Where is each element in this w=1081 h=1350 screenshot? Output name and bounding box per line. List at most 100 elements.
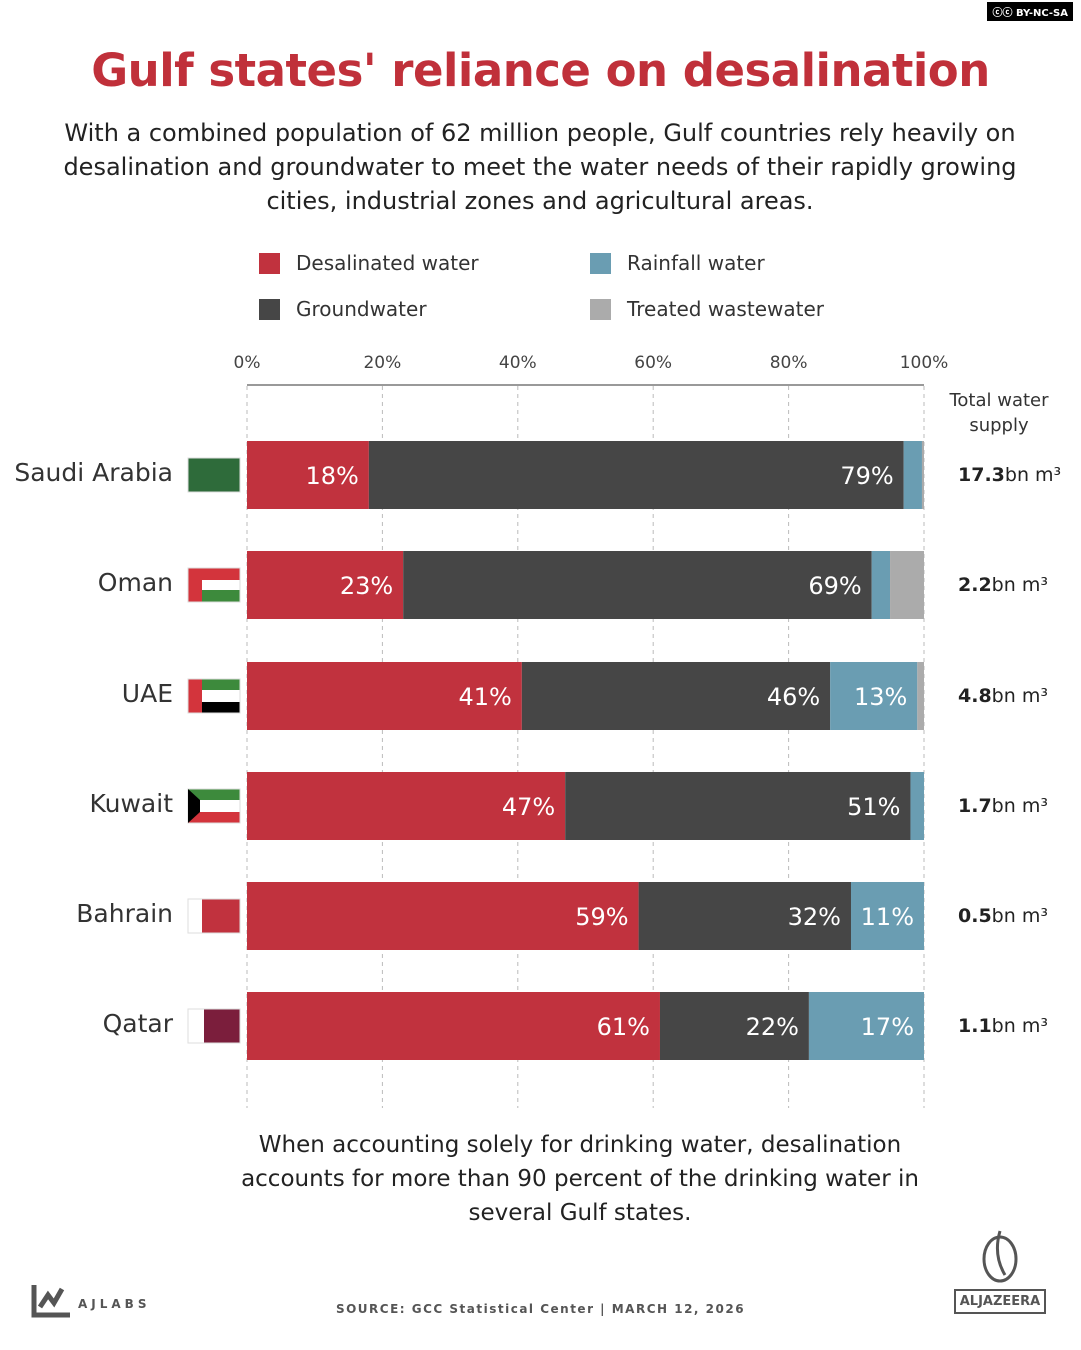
total-unit: bn m³ bbox=[991, 574, 1048, 596]
total-supply: 2.2bn m³ bbox=[958, 574, 1048, 596]
total-supply: 4.8bn m³ bbox=[958, 685, 1048, 707]
flag-icon bbox=[188, 458, 240, 492]
data-label: 47% bbox=[502, 793, 555, 821]
flag-icon bbox=[188, 702, 240, 713]
data-label: 79% bbox=[840, 462, 893, 490]
bar-segment-desalinated-water bbox=[247, 662, 522, 730]
x-tick-label: 20% bbox=[363, 353, 402, 373]
bar-segment-treated-wastewater bbox=[921, 441, 924, 509]
total-value: 1.7 bbox=[958, 795, 992, 817]
total-value: 1.1 bbox=[958, 1015, 992, 1037]
aljazeera-emblem-icon bbox=[982, 1230, 1018, 1283]
x-tick-label: 0% bbox=[233, 353, 261, 373]
data-label: 22% bbox=[746, 1013, 799, 1041]
bar-segment-desalinated-water bbox=[247, 772, 566, 840]
chart-subtitle: With a combined population of 62 million… bbox=[63, 119, 1017, 215]
country-label: Bahrain bbox=[76, 899, 173, 928]
data-label: 51% bbox=[847, 793, 900, 821]
flag-border bbox=[187, 1008, 241, 1044]
bar-segment-groundwater bbox=[403, 551, 872, 619]
total-header: Total water supply bbox=[949, 390, 1049, 436]
legend-desalinated: Desalinated water bbox=[259, 251, 479, 275]
data-label: 59% bbox=[575, 903, 628, 931]
flag-border bbox=[187, 457, 241, 493]
total-unit: bn m³ bbox=[991, 685, 1048, 707]
total-supply: 0.5bn m³ bbox=[958, 905, 1048, 927]
bar-segment-desalinated-water bbox=[247, 441, 369, 509]
flag-icon bbox=[188, 679, 240, 690]
total-value: 4.8 bbox=[958, 685, 992, 707]
bar-segment-desalinated-water bbox=[247, 551, 404, 619]
x-tick-label: 40% bbox=[498, 353, 537, 373]
bar-segment-groundwater bbox=[565, 772, 911, 840]
bar-segment-rainfall-water bbox=[850, 882, 924, 950]
total-supply: 17.3bn m³ bbox=[958, 464, 1061, 486]
data-label: 23% bbox=[340, 572, 393, 600]
x-tick-label: 100% bbox=[899, 353, 949, 373]
cc-icon: ⓒⓒ bbox=[992, 8, 1016, 19]
flag-icon bbox=[188, 1009, 204, 1043]
flag-icon bbox=[188, 679, 202, 713]
total-unit: bn m³ bbox=[1004, 464, 1062, 486]
license-badge: ⓒⓒ BY-NC-SA bbox=[987, 2, 1073, 21]
bar-segment-rainfall-water bbox=[903, 441, 922, 509]
total-unit: bn m³ bbox=[991, 905, 1048, 927]
legend-groundwater: Groundwater bbox=[259, 297, 427, 321]
flag-icon bbox=[188, 812, 240, 823]
total-unit: bn m³ bbox=[991, 1015, 1048, 1037]
flag-border bbox=[187, 567, 241, 603]
legend-swatch bbox=[590, 298, 611, 320]
ajlabs-logo: AJLABS bbox=[30, 1283, 150, 1319]
flag-icon bbox=[188, 789, 240, 800]
total-value: 2.2 bbox=[958, 574, 992, 596]
bar-segment-rainfall-water bbox=[808, 992, 924, 1060]
data-label: 61% bbox=[597, 1013, 650, 1041]
bar-segment-groundwater bbox=[659, 992, 809, 1060]
flag-border bbox=[187, 898, 241, 934]
bar-segment-rainfall-water bbox=[830, 662, 918, 730]
chart-title: Gulf states' reliance on desalination bbox=[91, 44, 990, 97]
total-value: 0.5 bbox=[958, 905, 992, 927]
data-label: 11% bbox=[861, 903, 914, 931]
data-label: 13% bbox=[854, 683, 907, 711]
country-label: UAE bbox=[121, 679, 173, 708]
flag-icon bbox=[188, 789, 200, 823]
bar-segment-rainfall-water bbox=[910, 772, 924, 840]
country-label: Qatar bbox=[102, 1009, 173, 1038]
legend-swatch bbox=[590, 252, 611, 274]
total-supply: 1.1bn m³ bbox=[958, 1015, 1048, 1037]
total-unit: bn m³ bbox=[991, 795, 1048, 817]
aljazeera-logo: ALJAZEERA bbox=[954, 1225, 1046, 1314]
bar-segment-groundwater bbox=[521, 662, 831, 730]
country-label: Oman bbox=[97, 568, 173, 597]
bar-segment-desalinated-water bbox=[247, 992, 660, 1060]
legend-treated: Treated wastewater bbox=[590, 297, 824, 321]
country-label: Saudi Arabia bbox=[14, 458, 173, 487]
data-label: 41% bbox=[458, 683, 511, 711]
bar-segment-groundwater bbox=[638, 882, 851, 950]
x-tick-label: 60% bbox=[634, 353, 673, 373]
data-label: 18% bbox=[306, 462, 359, 490]
data-label: 69% bbox=[808, 572, 861, 600]
flag-icon bbox=[188, 899, 202, 933]
bar-segment-treated-wastewater bbox=[917, 662, 924, 730]
flag-icon bbox=[188, 800, 240, 812]
total-supply: 1.7bn m³ bbox=[958, 795, 1048, 817]
flag-border bbox=[187, 678, 241, 714]
x-tick-label: 80% bbox=[769, 353, 808, 373]
total-value: 17.3 bbox=[958, 464, 1005, 486]
legend-swatch bbox=[259, 252, 280, 274]
data-label: 17% bbox=[861, 1013, 914, 1041]
source-text: SOURCE: GCC Statistical Center | MARCH 1… bbox=[335, 1302, 746, 1316]
bar-segment-rainfall-water bbox=[871, 551, 891, 619]
footnote: When accounting solely for drinking wate… bbox=[241, 1132, 919, 1226]
legend-rainfall: Rainfall water bbox=[590, 251, 765, 275]
data-label: 46% bbox=[767, 683, 820, 711]
bar-segment-treated-wastewater bbox=[890, 551, 924, 619]
ajlabs-chart-icon bbox=[31, 1285, 70, 1318]
flag-icon bbox=[188, 568, 202, 602]
bar-segment-desalinated-water bbox=[247, 882, 639, 950]
data-label: 32% bbox=[788, 903, 841, 931]
bar-segment-groundwater bbox=[368, 441, 904, 509]
